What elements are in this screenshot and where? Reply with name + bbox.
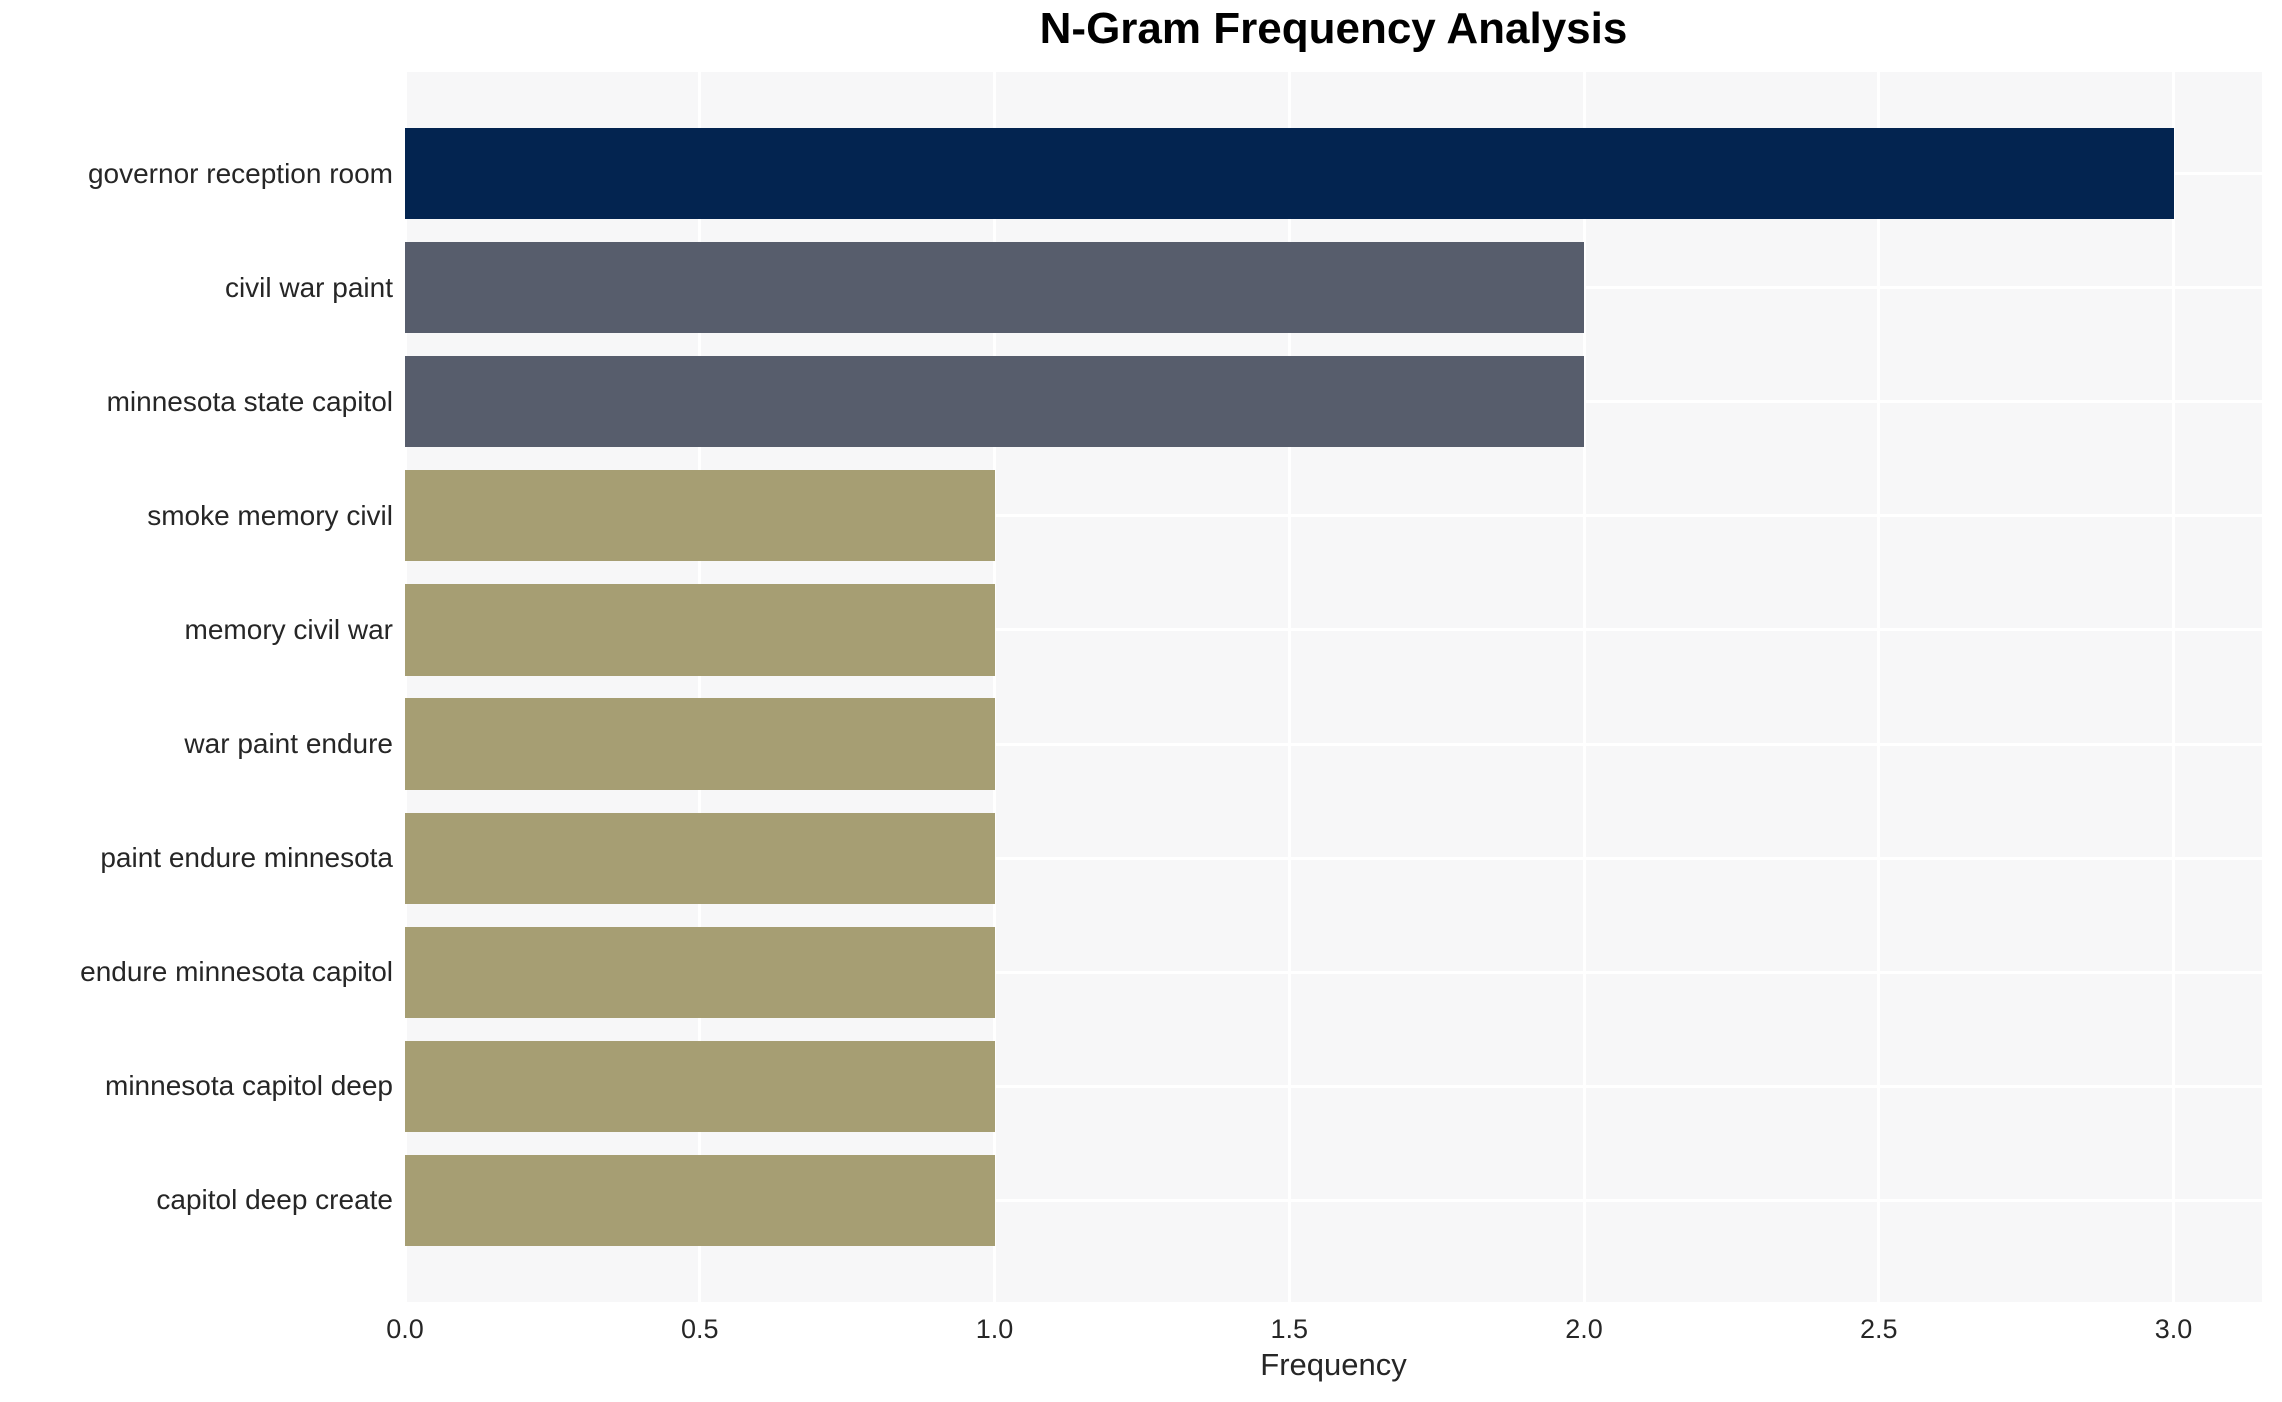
y-gridline	[405, 742, 2262, 746]
x-gridline	[993, 72, 997, 1302]
y-gridline	[405, 628, 2262, 632]
y-gridline	[405, 856, 2262, 860]
chart-title: N-Gram Frequency Analysis	[1039, 4, 1628, 53]
y-tick-label: war paint endure	[184, 728, 393, 760]
bar-minnesota-state-capitol	[405, 356, 1585, 448]
x-tick-label: 1.5	[1270, 1314, 1309, 1344]
bar-war-paint-endure	[405, 698, 995, 790]
y-tick-label: memory civil war	[184, 613, 393, 645]
x-tick-label: 0.5	[680, 1314, 719, 1344]
x-gridline	[1582, 72, 1586, 1302]
plot-area	[403, 72, 2262, 1302]
y-tick-label: minnesota capitol deep	[105, 1070, 393, 1102]
y-tick-label: endure minnesota capitol	[80, 956, 393, 988]
x-gridline	[698, 72, 702, 1302]
y-tick-label: smoke memory civil	[147, 499, 393, 531]
bar-governor-reception-room	[405, 127, 2174, 220]
y-tick-label: governor reception room	[87, 157, 393, 189]
y-gridline	[405, 514, 2262, 518]
bar-civil-war-paint	[405, 242, 1585, 334]
y-gridline	[405, 970, 2262, 974]
y-gridline	[405, 1084, 2262, 1088]
x-tick-label: 3.0	[2154, 1314, 2193, 1344]
y-gridline	[405, 1198, 2262, 1202]
bar-smoke-memory-civil	[405, 470, 995, 562]
x-tick-label: 2.0	[1565, 1314, 1603, 1344]
bar-minnesota-capitol-deep	[405, 1040, 995, 1132]
x-gridline	[2172, 72, 2176, 1302]
x-gridline	[1287, 72, 1291, 1302]
bar-capitol-deep-create	[405, 1154, 995, 1247]
y-tick-label: paint endure minnesota	[100, 842, 393, 874]
y-tick-label: capitol deep create	[156, 1184, 393, 1216]
bar-memory-civil-war	[405, 584, 995, 676]
y-tick-label: civil war paint	[224, 271, 393, 303]
x-tick-label: 2.5	[1860, 1314, 1898, 1344]
bar-endure-minnesota-capitol	[405, 926, 995, 1018]
x-tick-label: 0.0	[386, 1314, 424, 1344]
y-tick-label: minnesota state capitol	[106, 385, 393, 417]
bar-paint-endure-minnesota	[405, 812, 995, 904]
x-tick-label: 1.0	[975, 1314, 1014, 1344]
x-gridline	[1877, 72, 1881, 1302]
x-gridline	[403, 72, 407, 1302]
x-axis-label: Frequency	[1260, 1347, 1407, 1382]
